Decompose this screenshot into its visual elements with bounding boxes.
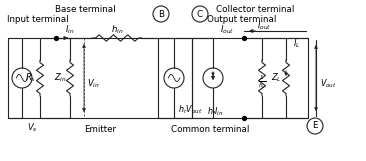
Text: $I_L$: $I_L$	[293, 38, 301, 50]
Text: $h_{in}$: $h_{in}$	[111, 24, 123, 36]
Text: Output terminal: Output terminal	[207, 14, 277, 24]
Text: $h_r V_{out}$: $h_r V_{out}$	[178, 104, 202, 116]
Text: $V_{out}$: $V_{out}$	[320, 78, 336, 90]
Text: $h_f I_{in}$: $h_f I_{in}$	[207, 106, 223, 118]
Text: $\frac{1}{h_o}$: $\frac{1}{h_o}$	[258, 73, 266, 91]
Text: $R_s$: $R_s$	[25, 72, 36, 84]
Text: Common terminal: Common terminal	[171, 126, 249, 134]
Text: Emitter: Emitter	[84, 126, 116, 134]
Text: E: E	[312, 122, 318, 131]
Text: $Z_{in}$: $Z_{in}$	[53, 72, 67, 84]
Text: Collector terminal: Collector terminal	[216, 5, 294, 14]
Text: $I_{out}$: $I_{out}$	[220, 24, 234, 36]
Text: $I_{in}$: $I_{in}$	[65, 24, 75, 36]
Text: $V_s$: $V_s$	[27, 122, 37, 134]
Text: Input terminal: Input terminal	[7, 14, 69, 24]
Text: $I_{out}$: $I_{out}$	[257, 20, 271, 32]
Text: $Z_L$: $Z_L$	[270, 72, 281, 84]
Text: $V_{in}$: $V_{in}$	[87, 78, 99, 90]
Text: Base terminal: Base terminal	[55, 5, 115, 14]
Text: B: B	[158, 9, 164, 19]
Text: C: C	[197, 9, 203, 19]
